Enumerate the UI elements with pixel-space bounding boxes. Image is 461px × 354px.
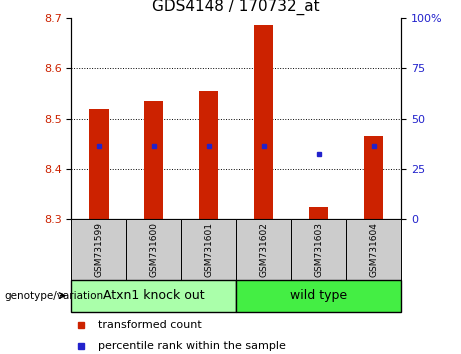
Bar — [181, 219, 236, 280]
Bar — [236, 280, 401, 312]
Text: percentile rank within the sample: percentile rank within the sample — [98, 341, 286, 350]
Text: GSM731599: GSM731599 — [95, 222, 103, 277]
Bar — [89, 109, 108, 219]
Text: transformed count: transformed count — [98, 320, 201, 330]
Bar — [346, 219, 401, 280]
Bar — [71, 280, 236, 312]
Bar — [309, 207, 328, 219]
Text: GSM731602: GSM731602 — [259, 222, 268, 277]
Title: GDS4148 / 170732_at: GDS4148 / 170732_at — [153, 0, 320, 15]
Text: GSM731603: GSM731603 — [314, 222, 323, 277]
Bar — [199, 91, 219, 219]
Text: Atxn1 knock out: Atxn1 knock out — [103, 289, 205, 302]
Bar — [144, 101, 164, 219]
Bar — [236, 219, 291, 280]
Bar — [71, 219, 126, 280]
Bar — [254, 25, 273, 219]
Bar — [126, 219, 181, 280]
Text: wild type: wild type — [290, 289, 347, 302]
Bar — [364, 136, 383, 219]
Text: genotype/variation: genotype/variation — [5, 291, 104, 301]
Text: GSM731601: GSM731601 — [204, 222, 213, 277]
Text: GSM731600: GSM731600 — [149, 222, 159, 277]
Bar — [291, 219, 346, 280]
Text: GSM731604: GSM731604 — [369, 222, 378, 277]
